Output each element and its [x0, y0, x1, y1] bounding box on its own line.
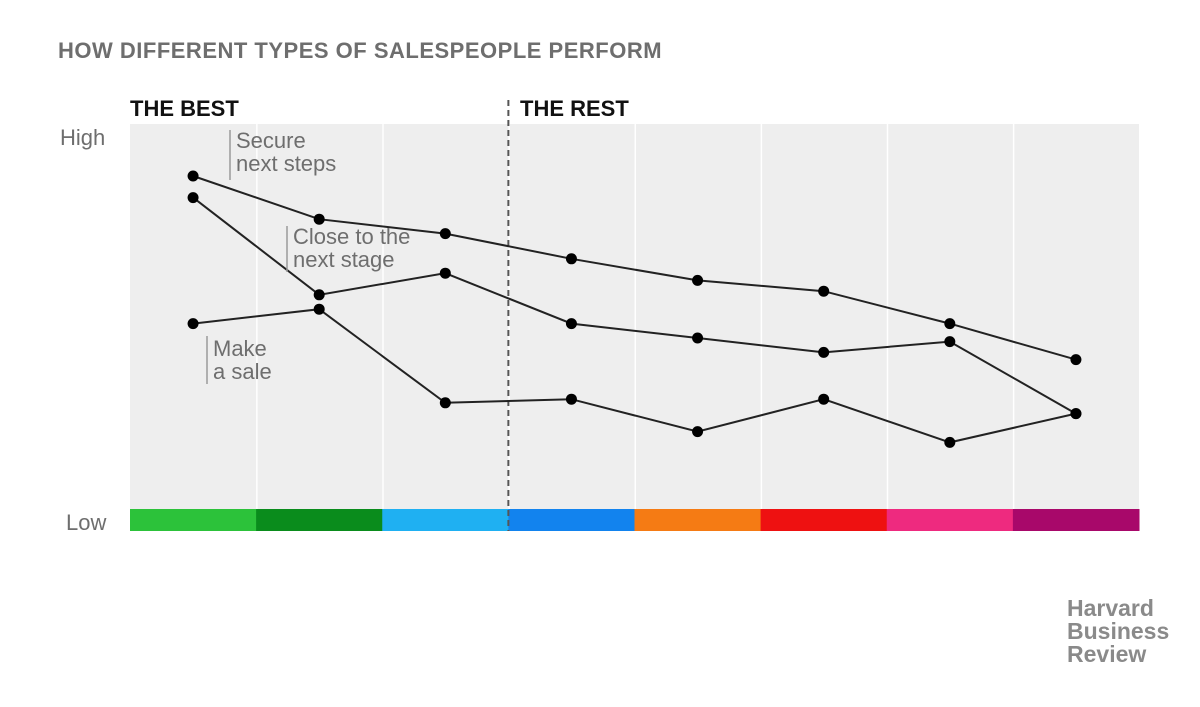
- point-secure-next-steps-8: [1070, 354, 1082, 366]
- point-close-to-the-next-stage-2: [313, 289, 325, 301]
- color-bar-segment-5: [634, 509, 762, 531]
- series-label-secure-next-steps: next steps: [236, 151, 336, 176]
- group-label-rest: THE REST: [520, 96, 629, 121]
- point-close-to-the-next-stage-1: [187, 192, 199, 204]
- point-secure-next-steps-1: [187, 170, 199, 182]
- series-lines: [192, 175, 1077, 444]
- chart-title: HOW DIFFERENT TYPES OF SALESPEOPLE PERFO…: [58, 38, 662, 63]
- brand-line-2: Business: [1067, 618, 1169, 644]
- plot-column-8: [1014, 124, 1139, 509]
- series-label-close-to-the-next-stage: Close to the: [293, 224, 410, 249]
- point-make-a-sale-1: [187, 318, 199, 330]
- category-color-bar: [130, 509, 1140, 531]
- plot-column-7: [888, 124, 1013, 509]
- point-secure-next-steps-3: [439, 228, 451, 240]
- point-close-to-the-next-stage-4: [565, 318, 577, 330]
- point-close-to-the-next-stage-5: [692, 332, 704, 344]
- series-line-secure-next-steps: [192, 175, 1077, 361]
- color-bar-segment-2: [256, 509, 383, 531]
- plot-column-5: [636, 124, 761, 509]
- plot-column-2: [257, 124, 383, 509]
- plot-column-1: [130, 124, 257, 509]
- point-secure-next-steps-2: [313, 213, 325, 225]
- point-close-to-the-next-stage-3: [439, 267, 451, 279]
- brand-line-3: Review: [1067, 641, 1146, 667]
- series-points: [187, 170, 1082, 448]
- hbr-logo: Harvard Business Review: [1067, 595, 1169, 667]
- color-bar-segment-6: [760, 509, 888, 531]
- series-line-close-to-the-next-stage: [192, 196, 1077, 415]
- plot-column-4: [509, 124, 635, 509]
- point-secure-next-steps-7: [944, 318, 956, 330]
- series-label-make-a-sale: Make: [213, 336, 267, 361]
- color-bar-segment-1: [130, 509, 257, 531]
- series-line-make-a-sale: [192, 308, 1077, 444]
- y-axis-low-label: Low: [66, 510, 106, 535]
- series-label-close-to-the-next-stage: next stage: [293, 247, 395, 272]
- point-secure-next-steps-4: [565, 253, 577, 265]
- point-secure-next-steps-6: [818, 285, 830, 297]
- point-make-a-sale-6: [818, 393, 830, 405]
- point-make-a-sale-3: [439, 397, 451, 409]
- color-bar-segment-3: [382, 509, 509, 531]
- point-make-a-sale-5: [692, 426, 704, 438]
- point-make-a-sale-7: [944, 436, 956, 448]
- series-label-secure-next-steps: Secure: [236, 128, 306, 153]
- plot-column-6: [762, 124, 887, 509]
- brand-line-1: Harvard: [1067, 595, 1154, 621]
- group-label-best: THE BEST: [130, 96, 239, 121]
- point-make-a-sale-2: [313, 303, 325, 315]
- color-bar-segment-4: [508, 509, 635, 531]
- series-label-make-a-sale: a sale: [213, 359, 272, 384]
- color-bar-segment-8: [1012, 509, 1140, 531]
- point-close-to-the-next-stage-6: [818, 346, 830, 358]
- point-close-to-the-next-stage-7: [944, 336, 956, 348]
- y-axis-high-label: High: [60, 125, 105, 150]
- point-make-a-sale-8: [1070, 408, 1082, 420]
- plot-background: [130, 124, 1139, 509]
- point-make-a-sale-4: [565, 393, 577, 405]
- color-bar-segment-7: [886, 509, 1014, 531]
- point-secure-next-steps-5: [692, 274, 704, 286]
- plot-column-3: [383, 124, 509, 509]
